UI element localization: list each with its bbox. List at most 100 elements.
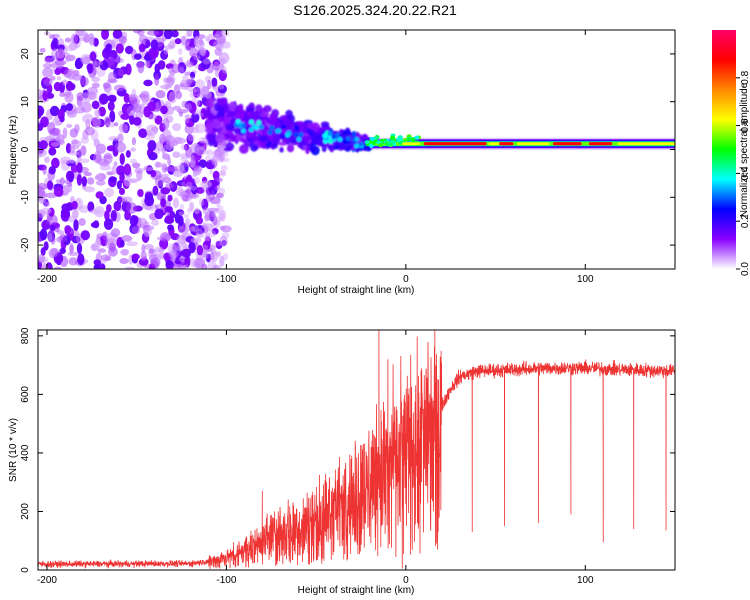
spectrogram-noise-blob [166,206,173,213]
spectrogram-noise-blob [151,219,160,227]
spectrogram-noise-blob [195,216,204,225]
spectrogram-noise-blob [152,185,159,196]
spectrogram-noise-blob [163,30,173,40]
spectrogram-noise-blob [212,33,220,41]
spectrogram-transition-blob [228,101,237,112]
spectrogram-noise-blob [40,196,47,204]
snr-series-line [38,330,675,569]
spectrogram-noise-blob [66,123,73,128]
spectrogram-noise-blob [207,149,213,156]
spectrogram-noise-blob [69,158,76,164]
snr-frame [37,329,676,571]
spectrogram-noise-blob [66,68,75,80]
colorbar-tick-label: 0.8 [740,70,750,84]
colorbar-label: Normalized spectral amplitude [739,82,750,217]
spectrogram-noise-blob [220,165,228,172]
spectrogram-noise-blob [88,33,94,40]
spectrogram-noise-blob [190,237,202,244]
spectrogram-noise-blob [143,79,153,87]
spectrogram-noise-blob [54,68,62,75]
spectrogram-noise-blob [194,39,205,49]
spectrogram-peak-spot [331,134,337,140]
spectrogram-noise-blob [190,155,196,164]
spectrogram-noise-blob [190,143,201,154]
spectrogram-noise-blob [212,264,221,269]
spectrogram-noise-blob [219,58,226,66]
spectrogram-noise-blob [172,197,180,209]
spectrogram-noise-blob [211,248,217,255]
spectrogram-noise-blob [49,224,56,232]
spectrogram-transition-blob [286,144,295,153]
spectrogram-noise-blob [167,224,174,231]
spectrogram-transition-blob [263,105,272,113]
snr-y-tick-label: 800 [20,327,31,344]
spectrogram-noise-blob [199,47,207,54]
spectrogram-noise-blob [172,263,180,269]
spectrogram-noise-blob [76,162,83,174]
spectrogram-noise-blob [220,213,225,220]
spectrogram-noise-blob [156,236,168,241]
spectrogram-transition-blob [236,133,242,142]
spectrogram-x-tick-label: -200 [37,274,57,285]
spectrogram-carrier-peak [423,142,487,146]
spectrogram-noise-blob [181,248,192,258]
spectrogram-noise-blob [117,133,124,144]
spectrogram-noise-blob [204,214,209,222]
spectrogram-noise-blob [49,105,60,117]
spectrogram-noise-blob [184,118,190,124]
colorbar-tick-label: 0.2 [740,214,750,228]
spectrogram-noise-blob [51,157,60,169]
spectrogram-noise-blob [199,88,206,96]
spectrogram-noise-blob [194,257,205,269]
spectrogram-noise-blob [192,172,198,178]
spectrogram-noise-blob [123,176,132,187]
spectrogram-noise-blob [184,114,193,120]
spectrogram-noise-blob [211,150,217,158]
spectrogram-noise-blob [86,177,95,185]
spectrogram-transition-blob [215,133,224,144]
spectrogram-noise-blob [77,253,85,266]
spectrogram-noise-blob [221,41,231,49]
spectrogram-noise-blob [167,194,173,202]
spectrogram-noise-blob [177,215,184,227]
spectrogram-noise-blob [119,153,125,165]
spectrogram-noise-blob [42,62,53,69]
spectrogram-noise-blob [175,91,183,100]
spectrogram-peak-spot [358,141,364,147]
spectrogram-noise-blob [76,242,83,255]
spectrogram-noise-blob [219,170,227,177]
spectrogram-transition-blob [208,97,215,108]
spectrogram-noise-blob [89,38,95,47]
spectrogram-noise-blob [167,157,172,166]
spectrogram-noise-blob [147,140,157,152]
spectrogram-peak-spot [256,120,262,126]
spectrogram-transition-blob [298,141,304,148]
spectrogram-noise-blob [194,123,207,134]
spectrogram-noise-blob [136,217,148,228]
spectrogram-noise-blob [40,207,52,215]
spectrogram-noise-blob [192,260,200,267]
spectrogram-noise-blob [195,37,200,45]
spectrogram-noise-blob [217,84,227,94]
spectrogram-noise-blob [99,93,109,105]
spectrogram-noise-blob [218,144,225,151]
spectrogram-noise-blob [68,215,75,223]
spectrogram-noise-blob [203,139,209,148]
spectrogram-carrier-mid [617,142,675,146]
spectrogram-noise-blob [91,100,100,110]
spectrogram-noise-blob [208,230,217,238]
spectrogram-noise-blob [80,136,89,144]
spectrogram-noise-blob [103,152,113,164]
spectrogram-noise-layer [38,30,232,269]
spectrogram-noise-blob [53,81,62,92]
spectrogram-noise-blob [68,257,78,266]
spectrogram-noise-blob [120,113,130,120]
spectrogram-noise-blob [186,78,191,84]
spectrogram-noise-blob [195,228,204,237]
spectrogram-noise-blob [124,266,135,269]
spectrogram-noise-blob [64,52,71,63]
snr-y-tick-label: 600 [20,386,31,403]
colorbar-ticks: 0.0 0.2 0.4 0.6 0.8 [736,70,750,276]
spectrogram-noise-blob [194,143,199,152]
spectrogram-noise-blob [184,177,193,186]
